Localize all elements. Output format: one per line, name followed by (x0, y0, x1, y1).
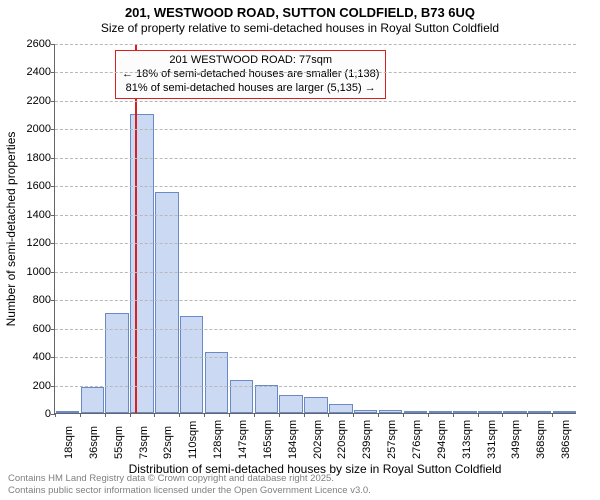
histogram-bar (155, 192, 178, 413)
y-tick-label: 2600 (27, 38, 55, 50)
annotation-box: 201 WESTWOOD ROAD: 77sqm ← 18% of semi-d… (115, 50, 386, 99)
x-tick-label: 202sqm (310, 413, 324, 459)
gridline (55, 215, 576, 216)
x-tick-mark (204, 413, 205, 417)
y-tick-label: 800 (33, 294, 55, 306)
x-tick-label: 331sqm (484, 413, 498, 459)
x-tick-label: 165sqm (260, 413, 274, 459)
gridline (55, 357, 576, 358)
gridline (55, 72, 576, 73)
x-tick-label: 18sqm (61, 413, 75, 459)
x-tick-label: 147sqm (235, 413, 249, 459)
footer-line-1: Contains HM Land Registry data © Crown c… (8, 473, 371, 484)
x-tick-mark (353, 413, 354, 417)
x-tick-mark (428, 413, 429, 417)
x-tick-label: 92sqm (160, 413, 174, 459)
x-tick-mark (328, 413, 329, 417)
x-tick-label: 55sqm (111, 413, 125, 459)
histogram-bar (255, 385, 278, 413)
y-tick-label: 2000 (27, 123, 55, 135)
x-tick-label: 368sqm (533, 413, 547, 459)
x-tick-label: 257sqm (384, 413, 398, 459)
x-tick-label: 239sqm (359, 413, 373, 459)
x-tick-mark (378, 413, 379, 417)
x-tick-mark (179, 413, 180, 417)
gridline (55, 101, 576, 102)
x-tick-mark (105, 413, 106, 417)
x-tick-mark (130, 413, 131, 417)
x-tick-label: 276sqm (409, 413, 423, 459)
x-tick-mark (154, 413, 155, 417)
x-tick-mark (502, 413, 503, 417)
histogram-bar (180, 316, 203, 413)
x-tick-label: 220sqm (334, 413, 348, 459)
x-tick-mark (403, 413, 404, 417)
x-tick-label: 349sqm (508, 413, 522, 459)
x-tick-label: 313sqm (459, 413, 473, 459)
plot-area: Number of semi-detached properties 201 W… (54, 44, 576, 414)
gridline (55, 386, 576, 387)
footer-line-2: Contains public sector information licen… (8, 485, 371, 496)
x-tick-label: 184sqm (285, 413, 299, 459)
x-tick-label: 36sqm (86, 413, 100, 459)
histogram-bar (329, 404, 352, 413)
y-tick-label: 2400 (27, 66, 55, 78)
y-tick-label: 1400 (27, 209, 55, 221)
x-tick-mark (552, 413, 553, 417)
x-tick-label: 294sqm (434, 413, 448, 459)
y-tick-label: 0 (45, 408, 55, 420)
annotation-line-2: ← 18% of semi-detached houses are smalle… (122, 68, 379, 82)
x-tick-label: 110sqm (185, 413, 199, 459)
gridline (55, 158, 576, 159)
y-tick-label: 600 (33, 323, 55, 335)
x-tick-mark (453, 413, 454, 417)
x-tick-mark (304, 413, 305, 417)
x-tick-mark (279, 413, 280, 417)
y-tick-label: 400 (33, 351, 55, 363)
x-tick-mark (80, 413, 81, 417)
y-tick-label: 2200 (27, 95, 55, 107)
chart-subtitle: Size of property relative to semi-detach… (0, 20, 600, 35)
gridline (55, 129, 576, 130)
y-tick-label: 1600 (27, 180, 55, 192)
x-tick-mark (527, 413, 528, 417)
x-tick-mark (478, 413, 479, 417)
gridline (55, 243, 576, 244)
histogram-bar (81, 387, 104, 413)
gridline (55, 329, 576, 330)
histogram-bar (304, 397, 327, 413)
annotation-line-3: 81% of semi-detached houses are larger (… (122, 82, 379, 96)
chart-title: 201, WESTWOOD ROAD, SUTTON COLDFIELD, B7… (0, 0, 600, 20)
x-tick-mark (55, 413, 56, 417)
x-tick-label: 386sqm (558, 413, 572, 459)
x-tick-label: 73sqm (136, 413, 150, 459)
annotation-line-1: 201 WESTWOOD ROAD: 77sqm (122, 54, 379, 68)
y-tick-label: 1800 (27, 152, 55, 164)
gridline (55, 300, 576, 301)
gridline (55, 44, 576, 45)
gridline (55, 272, 576, 273)
x-tick-label: 128sqm (210, 413, 224, 459)
x-tick-mark (254, 413, 255, 417)
histogram-bar (279, 395, 302, 414)
y-axis-label: Number of semi-detached properties (4, 131, 18, 326)
gridline (55, 186, 576, 187)
footer-attribution: Contains HM Land Registry data © Crown c… (8, 473, 371, 496)
histogram-bar (205, 352, 228, 413)
y-tick-label: 1000 (27, 266, 55, 278)
y-tick-label: 1200 (27, 237, 55, 249)
y-tick-label: 200 (33, 380, 55, 392)
x-tick-mark (229, 413, 230, 417)
